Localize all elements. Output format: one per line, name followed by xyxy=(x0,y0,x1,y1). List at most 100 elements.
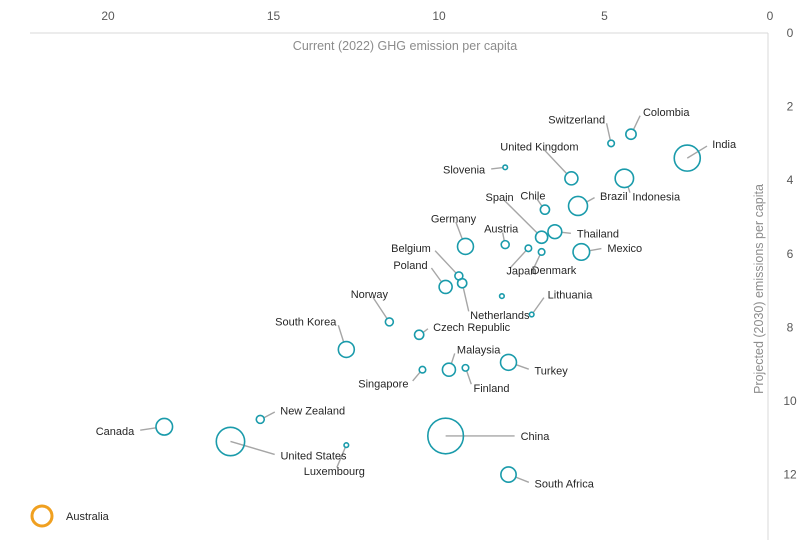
bubble xyxy=(413,329,425,341)
leader-line xyxy=(515,476,530,483)
leader-line xyxy=(140,427,157,431)
point-labels: India Colombia Switzerland Indonesia United … xyxy=(96,107,737,490)
leader-line xyxy=(510,250,527,268)
leader-line xyxy=(501,232,505,241)
point-label: Poland xyxy=(393,260,427,272)
point-label: Norway xyxy=(351,289,389,301)
x-tick-label: 20 xyxy=(101,9,115,23)
point-label: Slovenia xyxy=(443,164,486,176)
bubble xyxy=(539,204,551,216)
point-label: New Zealand xyxy=(280,405,345,417)
bubble xyxy=(337,340,356,359)
x-tick-label: 10 xyxy=(432,9,446,23)
leader-line xyxy=(422,328,429,334)
point-label: Lithuania xyxy=(548,290,594,302)
y-tick-label: 0 xyxy=(787,26,794,40)
x-tick-label: 5 xyxy=(601,9,608,23)
leader-line xyxy=(466,370,472,385)
bubble xyxy=(547,224,563,240)
bubble xyxy=(673,144,702,172)
point-label: Brazil xyxy=(600,191,628,203)
bubble xyxy=(567,195,589,217)
point-label: Malaysia xyxy=(457,345,501,357)
point-label: Austria xyxy=(484,224,519,236)
leader-line xyxy=(543,148,568,175)
y-tick-label: 4 xyxy=(787,173,794,187)
leader-line xyxy=(533,254,541,267)
bubble xyxy=(500,239,510,250)
point-label: Luxembourg xyxy=(304,466,365,478)
point-label: South Africa xyxy=(535,479,595,491)
x-tick-label: 0 xyxy=(767,9,774,23)
leader-line xyxy=(589,247,602,252)
leader-line xyxy=(532,297,545,314)
point-label: China xyxy=(521,431,551,443)
leader-line xyxy=(605,123,612,141)
bubble xyxy=(456,277,468,289)
y-tick-label: 10 xyxy=(783,394,797,408)
bubble xyxy=(524,244,533,253)
leader-line xyxy=(627,186,631,193)
bubble xyxy=(255,414,266,425)
bubble xyxy=(502,164,509,171)
leader-line xyxy=(455,221,463,240)
point-label: Colombia xyxy=(643,107,690,119)
point-label: Canada xyxy=(96,426,135,438)
bubble xyxy=(534,230,549,245)
leader-line xyxy=(561,231,571,235)
y-tick-label: 6 xyxy=(787,247,794,261)
point-label: Thailand xyxy=(577,229,619,241)
leader-line xyxy=(586,197,595,203)
point-label: Mexico xyxy=(607,243,642,255)
point-label: Singapore xyxy=(358,379,408,391)
y-tick-label: 12 xyxy=(783,468,797,482)
leader-line xyxy=(503,199,538,234)
point-label: United States xyxy=(280,450,347,462)
leader-line xyxy=(430,267,443,283)
bubble xyxy=(625,128,637,141)
bubble xyxy=(343,442,350,449)
leader-line xyxy=(686,145,708,159)
bubble xyxy=(384,317,395,327)
leader-line xyxy=(632,115,641,130)
y-axis-title: Projected (2030) emissions per capita xyxy=(752,184,766,394)
point-label: Denmark xyxy=(532,265,577,277)
point-label: Czech Republic xyxy=(433,322,511,334)
bubble xyxy=(441,362,457,378)
point-label: Spain xyxy=(486,192,514,204)
bubble xyxy=(564,171,579,186)
point-label: Chile xyxy=(520,191,545,203)
bubble xyxy=(499,353,518,372)
leader-line xyxy=(462,287,470,312)
leader-line xyxy=(515,364,530,370)
leader-line xyxy=(336,446,347,468)
leader-line xyxy=(450,353,456,364)
bubble xyxy=(528,311,535,318)
y-tick-label: 8 xyxy=(787,320,794,334)
point-label: Japan xyxy=(506,265,536,277)
point-label: Netherlands xyxy=(470,310,530,322)
bubble xyxy=(572,242,591,262)
legend: Australia xyxy=(30,504,110,528)
bubble xyxy=(498,293,505,300)
leader-line xyxy=(412,371,421,382)
label-leader-lines xyxy=(140,115,708,483)
bubble xyxy=(215,426,246,457)
point-label: Switzerland xyxy=(548,114,605,126)
bubble xyxy=(461,363,470,372)
legend-marker xyxy=(30,504,54,528)
bubble xyxy=(438,279,453,295)
point-label: Finland xyxy=(473,383,509,395)
leader-line xyxy=(337,325,345,343)
bubble xyxy=(427,417,465,455)
y-tick-label: 2 xyxy=(787,100,794,114)
bubbles xyxy=(155,128,702,484)
bubble xyxy=(607,139,616,148)
leader-line xyxy=(372,296,388,320)
point-label: United Kingdom xyxy=(500,141,578,153)
x-axis-ticks: 20 15 10 5 0 xyxy=(101,9,773,23)
point-label: Turkey xyxy=(535,365,569,377)
x-tick-label: 15 xyxy=(267,9,281,23)
bubble xyxy=(537,247,546,257)
